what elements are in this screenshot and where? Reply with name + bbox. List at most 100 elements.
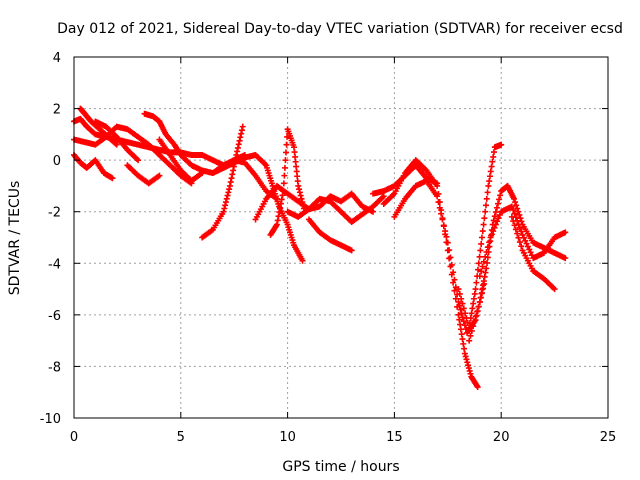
- data-point: [229, 171, 236, 178]
- data-point: [515, 234, 522, 241]
- y-tick-label: 4: [53, 51, 61, 66]
- data-point: [482, 208, 489, 215]
- data-point: [477, 247, 484, 254]
- data-point: [487, 234, 494, 241]
- y-axis-label: SDTVAR / TECUs: [7, 181, 23, 296]
- data-point: [508, 203, 515, 210]
- data-point: [479, 228, 486, 235]
- data-series-trace-15: [305, 216, 355, 254]
- data-point: [476, 273, 483, 280]
- data-point: [135, 157, 142, 164]
- data-point: [515, 221, 522, 228]
- data-point: [434, 193, 441, 200]
- data-point: [283, 141, 290, 148]
- data-point: [483, 195, 490, 202]
- data-point: [486, 239, 493, 246]
- data-point: [199, 170, 206, 177]
- data-point: [465, 362, 472, 369]
- data-point: [447, 254, 454, 261]
- data-point: [435, 199, 442, 206]
- data-point: [461, 350, 468, 357]
- data-point: [480, 278, 487, 285]
- data-point: [516, 224, 523, 231]
- data-point: [438, 210, 445, 217]
- data-point: [236, 137, 243, 144]
- data-point: [496, 196, 503, 203]
- data-point: [478, 268, 485, 275]
- data-point: [479, 263, 486, 270]
- data-point: [516, 211, 523, 218]
- y-tick-label: -2: [48, 206, 61, 221]
- data-point: [439, 216, 446, 223]
- data-point: [482, 253, 489, 260]
- data-point: [484, 244, 491, 251]
- data-point: [238, 127, 245, 134]
- data-point: [275, 213, 282, 220]
- data-point: [300, 202, 307, 209]
- data-point: [296, 186, 303, 193]
- data-series-trace-3: [71, 151, 116, 182]
- data-point: [490, 153, 497, 160]
- data-point: [277, 200, 284, 207]
- data-series-trace-9: [199, 123, 246, 241]
- data-series-trace-21: [476, 203, 569, 280]
- data-point: [472, 286, 479, 293]
- data-point: [482, 202, 489, 209]
- data-point: [296, 189, 303, 196]
- data-point: [491, 224, 498, 231]
- data-point: [483, 265, 490, 272]
- data-point: [228, 175, 235, 182]
- data-point: [274, 217, 281, 224]
- y-tick-label: 2: [53, 103, 61, 118]
- data-point: [297, 192, 304, 199]
- data-series-trace-4: [77, 105, 120, 148]
- data-point: [467, 332, 474, 339]
- y-tick-label: -6: [48, 309, 61, 324]
- data-point: [487, 168, 494, 175]
- data-point: [451, 276, 458, 283]
- data-point: [280, 180, 287, 187]
- data-point: [462, 310, 469, 317]
- data-point: [482, 269, 489, 276]
- data-point: [478, 234, 485, 241]
- data-point: [512, 199, 519, 206]
- plot-points: [71, 105, 569, 391]
- data-series-trace-18: [391, 177, 488, 336]
- data-point: [450, 269, 457, 276]
- data-point: [461, 345, 468, 352]
- data-point: [281, 164, 288, 171]
- data-point: [494, 218, 501, 225]
- data-point: [295, 182, 302, 189]
- data-point: [490, 149, 497, 156]
- data-point: [284, 133, 291, 140]
- data-point: [457, 306, 464, 313]
- data-point: [280, 188, 287, 195]
- data-point: [474, 384, 481, 391]
- data-point: [458, 295, 465, 302]
- data-point: [475, 260, 482, 267]
- data-point: [466, 324, 473, 331]
- data-point: [434, 182, 441, 189]
- data-point: [472, 313, 479, 320]
- data-point: [518, 228, 525, 235]
- data-series-trace-6: [124, 162, 163, 187]
- data-point: [497, 192, 504, 199]
- data-point: [465, 365, 472, 372]
- data-point: [476, 253, 483, 260]
- data-point: [511, 210, 518, 217]
- data-point: [238, 130, 245, 137]
- x-tick-label: 5: [177, 430, 185, 445]
- data-point: [508, 213, 515, 220]
- data-point: [477, 294, 484, 301]
- data-point: [463, 356, 470, 363]
- data-point: [470, 300, 477, 307]
- data-point: [498, 141, 505, 148]
- data-point: [492, 209, 499, 216]
- data-point: [459, 336, 466, 343]
- y-tick-label: -8: [48, 360, 61, 375]
- data-point: [510, 218, 517, 225]
- data-point: [448, 261, 455, 268]
- data-point: [511, 195, 518, 202]
- data-point: [480, 221, 487, 228]
